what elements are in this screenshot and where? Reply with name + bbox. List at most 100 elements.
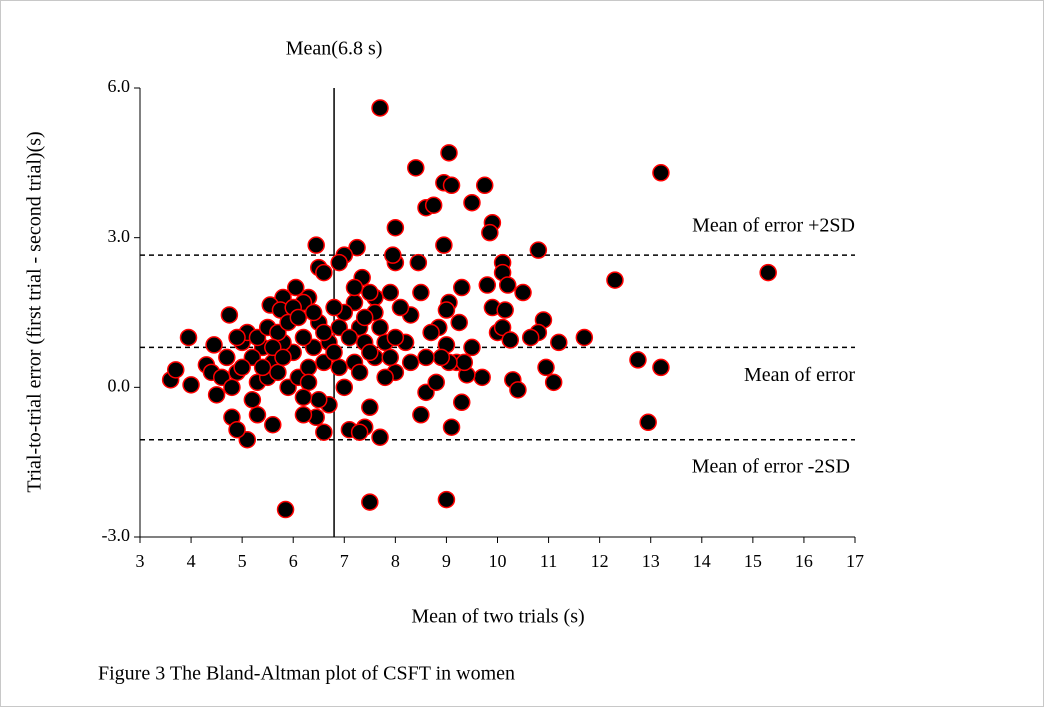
point — [463, 338, 481, 357]
point — [453, 393, 471, 412]
point — [361, 398, 379, 417]
point — [179, 328, 198, 347]
x-tick-label: 14 — [693, 551, 711, 571]
point — [289, 308, 308, 327]
point — [350, 363, 369, 382]
point — [606, 271, 624, 289]
point — [575, 328, 594, 347]
point — [386, 328, 405, 347]
point — [496, 301, 514, 319]
point — [463, 193, 481, 212]
point — [386, 218, 405, 237]
point — [294, 406, 313, 424]
point — [432, 348, 451, 367]
point — [481, 223, 499, 242]
point — [218, 348, 236, 367]
point — [440, 144, 458, 162]
point — [304, 303, 323, 322]
point — [475, 176, 494, 195]
point — [233, 358, 251, 377]
x-tick-label: 16 — [795, 551, 813, 571]
point — [437, 301, 456, 319]
x-tick-label: 5 — [238, 551, 247, 571]
x-tick-label: 9 — [442, 551, 451, 571]
point — [384, 246, 402, 264]
point — [424, 196, 443, 214]
x-tick-label: 4 — [187, 551, 196, 571]
point — [167, 361, 185, 379]
point — [269, 363, 287, 382]
point — [412, 406, 430, 424]
point — [652, 358, 670, 377]
point — [253, 358, 272, 377]
point — [307, 236, 325, 254]
point — [228, 420, 246, 439]
point — [478, 276, 497, 294]
point — [348, 238, 366, 257]
x-axis-label: Mean of two trials (s) — [411, 606, 584, 628]
point — [401, 353, 420, 372]
point — [537, 358, 555, 377]
x-tick-label: 11 — [540, 551, 557, 571]
point — [315, 323, 333, 342]
point — [450, 313, 468, 332]
point — [501, 331, 520, 349]
point — [294, 388, 313, 407]
x-tick-label: 3 — [136, 551, 145, 571]
point — [243, 391, 262, 409]
point — [442, 418, 461, 436]
point — [264, 416, 282, 434]
limit-label: Mean of error -2SD — [692, 455, 850, 477]
point — [455, 353, 474, 372]
point — [473, 368, 491, 387]
limit-label: Mean of error +2SD — [692, 215, 855, 237]
point — [407, 159, 425, 177]
point — [274, 348, 292, 367]
point — [228, 328, 246, 347]
point — [315, 423, 333, 441]
point — [340, 328, 359, 347]
point — [544, 373, 563, 392]
y-axis-label: Trial-to-trial error (first trial - seco… — [24, 131, 46, 492]
point — [514, 283, 532, 302]
point — [529, 241, 548, 259]
point — [361, 343, 379, 362]
point — [453, 278, 471, 297]
point — [207, 386, 226, 404]
point — [330, 358, 348, 377]
point — [550, 333, 568, 352]
point — [376, 368, 394, 387]
point — [325, 343, 343, 362]
point — [521, 328, 540, 347]
point — [310, 391, 328, 409]
x-tick-label: 15 — [744, 551, 762, 571]
point — [493, 318, 512, 337]
point — [276, 500, 295, 519]
x-tick-label: 6 — [289, 551, 298, 571]
point — [381, 348, 399, 367]
point — [371, 428, 389, 446]
y-tick-label: 0.0 — [108, 375, 131, 395]
point — [325, 298, 343, 317]
point — [381, 283, 399, 302]
x-tick-label: 13 — [642, 551, 660, 571]
point — [442, 176, 461, 195]
point — [639, 413, 657, 432]
point — [350, 423, 369, 441]
limit-label: Mean of error — [744, 364, 855, 386]
x-tick-label: 12 — [591, 551, 609, 571]
point — [287, 278, 305, 297]
point — [355, 308, 374, 327]
x-tick-label: 8 — [391, 551, 400, 571]
point — [361, 283, 379, 302]
point — [330, 253, 348, 272]
point — [299, 358, 318, 377]
point — [361, 493, 379, 511]
y-tick-label: 3.0 — [108, 226, 131, 246]
point — [498, 276, 517, 294]
point — [248, 406, 267, 424]
x-tick-label: 10 — [489, 551, 507, 571]
